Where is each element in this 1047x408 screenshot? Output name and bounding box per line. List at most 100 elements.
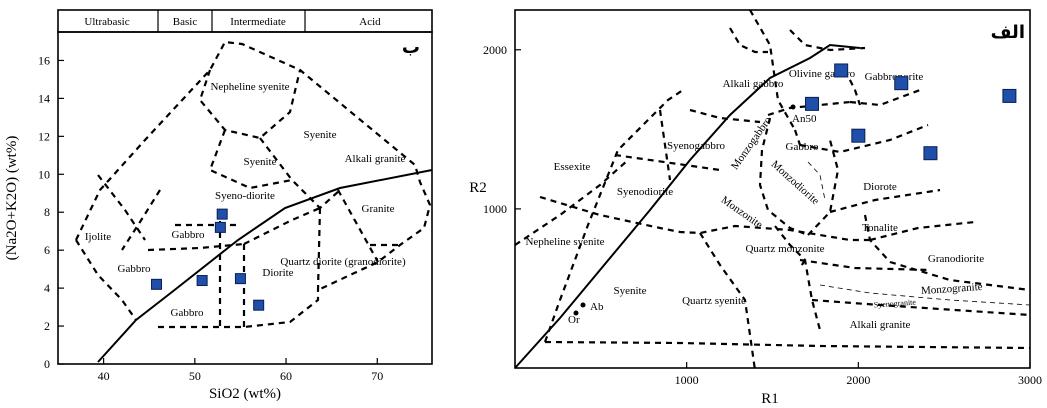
r1r2-diagram: الف bbox=[469, 9, 1042, 407]
field-boundary bbox=[614, 153, 721, 172]
y-tick-label: 0 bbox=[44, 357, 50, 371]
y-tick-label: 12 bbox=[38, 129, 50, 143]
field-boundary bbox=[789, 29, 866, 52]
field-label: Gabbro bbox=[172, 229, 205, 241]
field-label: Essexite bbox=[554, 161, 591, 173]
field-boundary bbox=[658, 109, 672, 181]
field-label: Syenogabbro bbox=[667, 140, 726, 152]
field-label: Syenite bbox=[614, 285, 647, 297]
an-ab-or-line bbox=[514, 43, 861, 369]
field-label: Quartz monzonite bbox=[745, 243, 824, 255]
field-boundary bbox=[863, 214, 891, 263]
band-label: Acid bbox=[359, 16, 381, 28]
r1r2-axis-ticks: 1000 2000 3000 1000 2000 bbox=[483, 43, 1042, 387]
r1r2-plot-area bbox=[514, 9, 1031, 369]
x-tick-label: 1000 bbox=[675, 373, 699, 387]
field-label: Quartz syenite bbox=[682, 295, 746, 307]
panel-label: ب bbox=[402, 37, 420, 58]
y-tick-label: 2 bbox=[44, 319, 50, 333]
r1r2-sample-points bbox=[804, 63, 1017, 161]
field-boundary bbox=[539, 195, 870, 242]
band-label: Intermediate bbox=[230, 16, 286, 28]
alkaline-subalkaline-line bbox=[97, 169, 433, 363]
sample-point bbox=[851, 128, 866, 143]
y-tick-label: 8 bbox=[44, 205, 50, 219]
field-label: Ijolite bbox=[85, 231, 111, 243]
field-boundary bbox=[799, 258, 931, 272]
field-boundary bbox=[844, 69, 862, 106]
field-boundary bbox=[849, 88, 921, 107]
y-tick-label: 2000 bbox=[483, 43, 507, 57]
sample-point bbox=[1002, 88, 1017, 103]
x-axis-label: SiO2 (wt%) bbox=[209, 386, 281, 402]
sample-point bbox=[151, 278, 163, 290]
field-label: Alkali granite bbox=[345, 153, 406, 165]
y-tick-label: 14 bbox=[38, 91, 50, 105]
y-tick-label: 10 bbox=[38, 167, 50, 181]
line-label: An50 bbox=[792, 113, 817, 125]
y-tick-label: 1000 bbox=[483, 202, 507, 216]
field-boundary bbox=[749, 9, 796, 131]
sample-point bbox=[234, 273, 246, 285]
field-label: Nepheline syenite bbox=[210, 81, 289, 93]
field-boundary bbox=[208, 129, 341, 210]
y-tick-label: 16 bbox=[38, 53, 50, 67]
field-boundary bbox=[799, 259, 806, 269]
sample-point bbox=[216, 208, 228, 220]
sample-point bbox=[196, 275, 208, 287]
x-tick-label: 40 bbox=[98, 369, 110, 383]
x-tick-label: 60 bbox=[280, 369, 292, 383]
sample-point bbox=[894, 76, 909, 91]
field-boundary bbox=[807, 139, 840, 236]
field-label: Gabbro bbox=[171, 307, 204, 319]
field-boundary bbox=[198, 69, 302, 140]
field-boundary bbox=[147, 242, 245, 252]
field-boundary bbox=[543, 89, 684, 343]
r1r2-field-boundaries bbox=[514, 9, 1031, 371]
field-outline bbox=[75, 239, 137, 321]
field-boundary bbox=[799, 123, 929, 154]
field-label: Syenite bbox=[244, 156, 277, 168]
field-label: Diorite bbox=[262, 267, 293, 279]
field-boundary bbox=[829, 188, 941, 214]
field-boundary bbox=[259, 137, 293, 181]
field-label: Alkali granite bbox=[850, 319, 911, 331]
sample-point bbox=[923, 146, 938, 161]
tas-sample-points bbox=[151, 208, 265, 311]
field-boundary bbox=[774, 225, 822, 331]
field-label: Gabbro bbox=[118, 263, 151, 275]
line-label: Or bbox=[568, 314, 580, 326]
tas-axis-ticks: 40 50 60 70 0 2 4 6 8 10 12 14 16 bbox=[38, 53, 383, 383]
panel-label: الف bbox=[991, 22, 1025, 43]
field-label: Syenogranite bbox=[873, 298, 916, 310]
field-boundary bbox=[699, 232, 757, 371]
line-label: Ab bbox=[590, 301, 604, 313]
x-tick-label: 70 bbox=[371, 369, 383, 383]
y-axis-label: R2 bbox=[469, 180, 487, 196]
y-axis-label: (Na2O+K2O) (wt%) bbox=[4, 136, 20, 261]
tas-diagram: Ultrabasic Basic Intermediate Acid ب bbox=[4, 9, 433, 402]
field-label: Syenodiorite bbox=[617, 186, 673, 198]
field-label: Nepheline syenite bbox=[525, 236, 604, 248]
field-label: Granodiorite bbox=[928, 253, 984, 265]
x-tick-label: 50 bbox=[189, 369, 201, 383]
y-tick-label: 4 bbox=[44, 281, 50, 295]
field-boundary bbox=[544, 340, 1031, 350]
ab-marker bbox=[573, 310, 579, 316]
field-boundary bbox=[158, 290, 320, 329]
field-label: Monzonite bbox=[719, 194, 765, 231]
band-label: Ultrabasic bbox=[84, 16, 129, 28]
sample-point bbox=[214, 221, 226, 233]
field-label: Gabbro bbox=[786, 141, 819, 153]
field-label: Monzodiorite bbox=[769, 158, 822, 207]
field-boundary bbox=[729, 27, 768, 54]
field-label: Syeno-diorite bbox=[215, 190, 275, 202]
field-label: Syenite bbox=[304, 129, 337, 141]
syenogranite-line bbox=[819, 284, 1031, 306]
sample-point bbox=[253, 299, 265, 311]
band-label: Basic bbox=[173, 16, 198, 28]
field-label: Diorote bbox=[863, 181, 897, 193]
an50-marker bbox=[790, 104, 796, 110]
field-boundary bbox=[869, 220, 976, 242]
field-boundary bbox=[243, 206, 321, 245]
